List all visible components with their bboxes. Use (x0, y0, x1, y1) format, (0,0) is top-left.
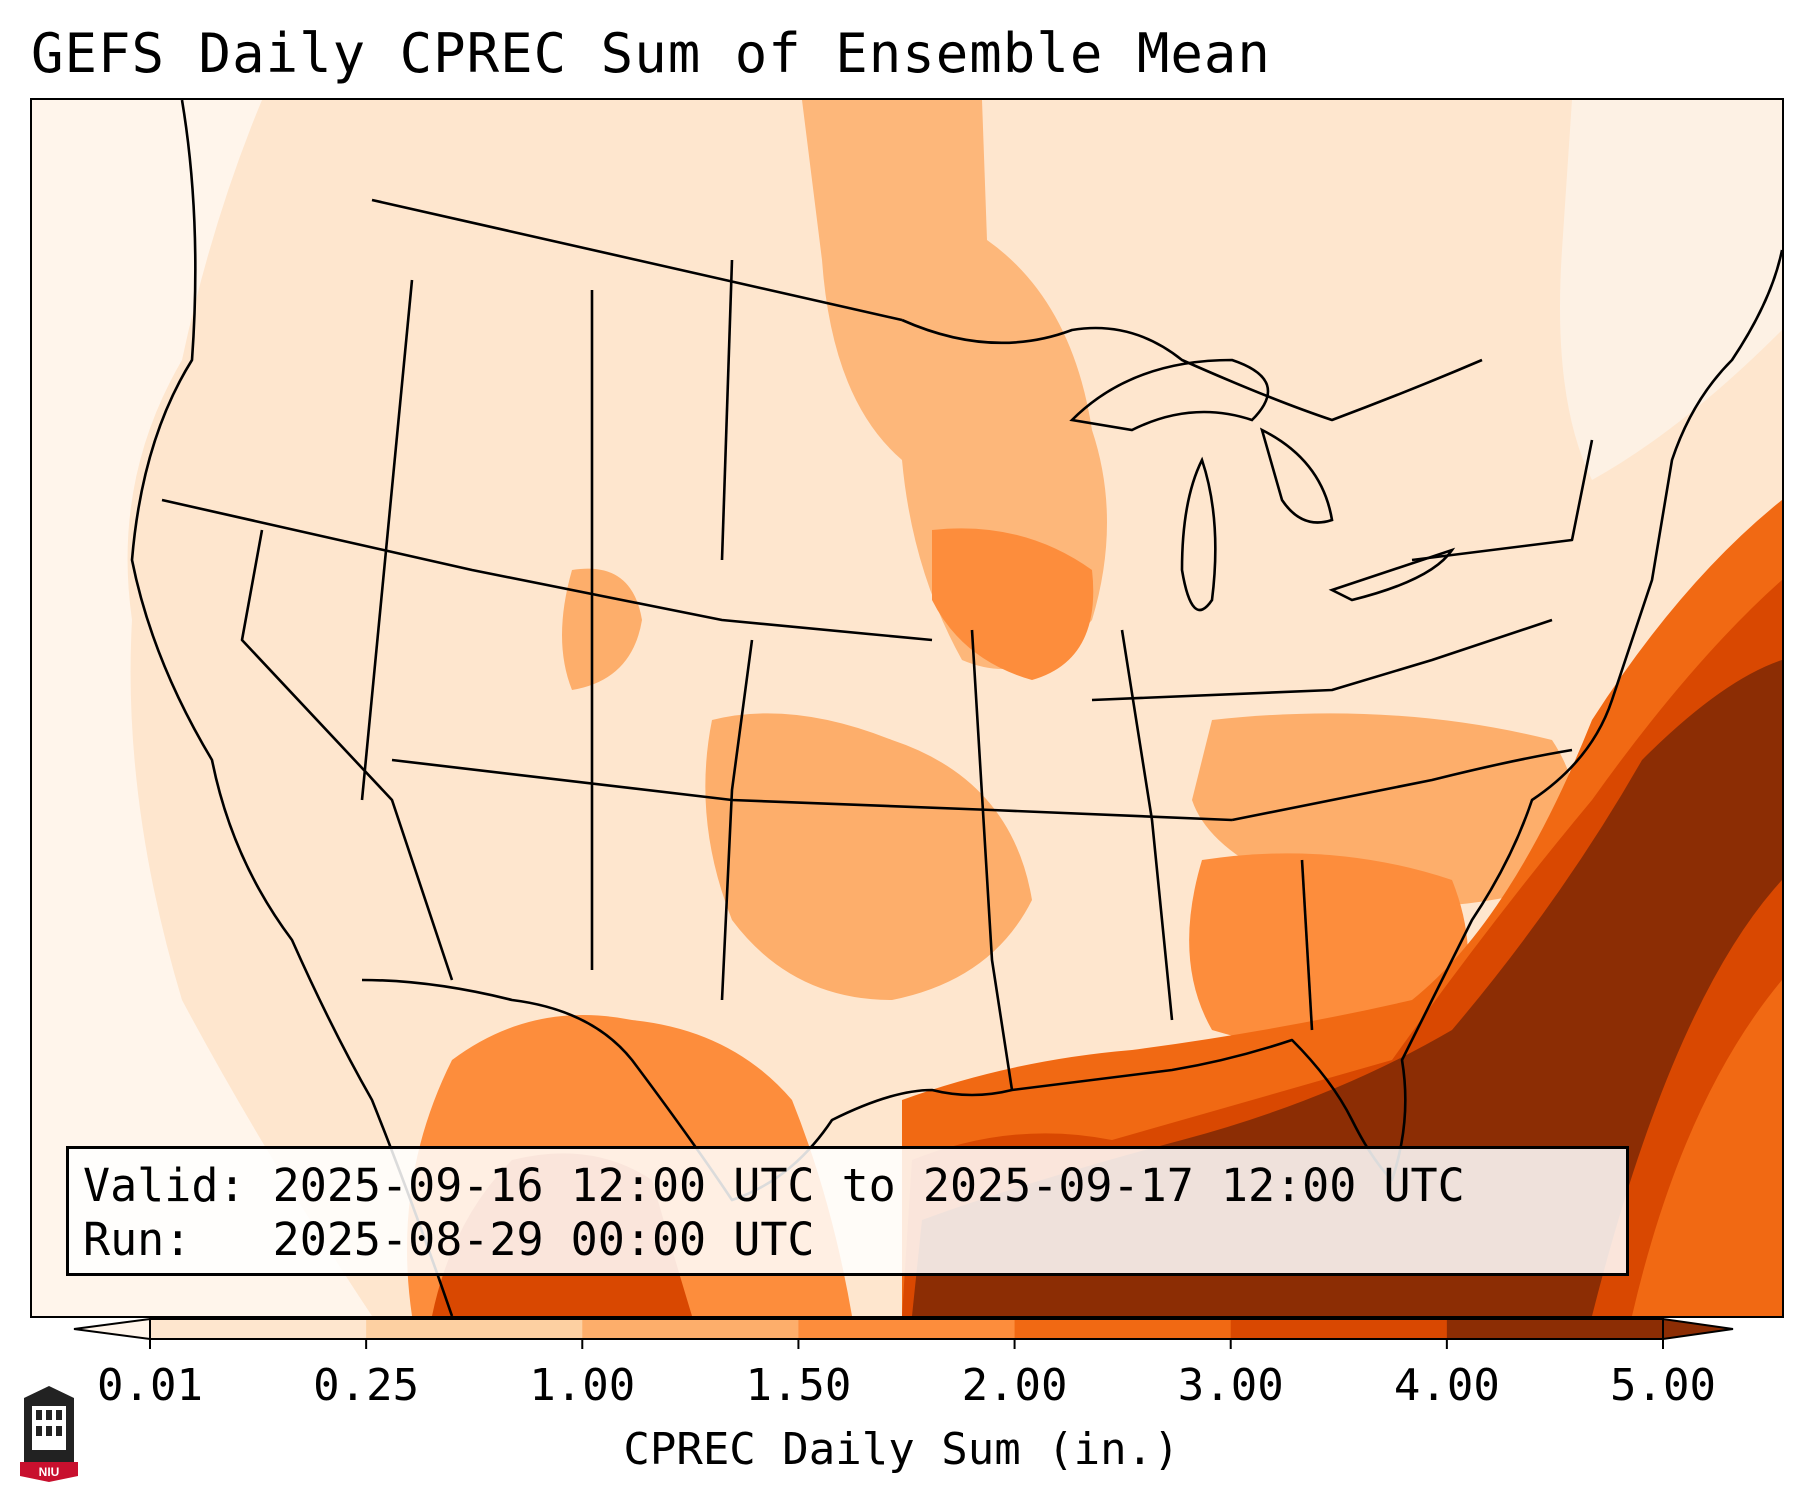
colorbar-segment (1446, 1319, 1664, 1339)
state-line-1 (161, 498, 933, 642)
state-line-6 (1120, 629, 1174, 1021)
state-line-3 (391, 758, 1233, 822)
valid-label: Valid: (83, 1159, 246, 1212)
canada-border-west (371, 198, 903, 322)
colorbar-tick-label: 0.01 (97, 1360, 203, 1411)
state-line-2 (240, 529, 454, 981)
precip-map (30, 98, 1784, 1318)
colorbar-tick-label: 5.00 (1610, 1360, 1716, 1411)
precip-field-light-northeast (1560, 100, 1782, 480)
precip-field-light-west (32, 100, 372, 1316)
lake-huron (1259, 427, 1334, 524)
lake-erie (1328, 547, 1456, 602)
colorbar-extend-high (1662, 1317, 1734, 1341)
colorbar-outline (149, 1318, 1664, 1340)
precip-field-southern-plains (705, 713, 1032, 1000)
lake-michigan (1180, 456, 1217, 612)
colorbar-tick-label: 3.00 (1177, 1360, 1284, 1411)
colorbar-extend-low (73, 1317, 151, 1341)
colorbar-tick-label: 4.00 (1393, 1360, 1500, 1411)
state-line-8 (360, 279, 414, 801)
run-label: Run: (83, 1213, 192, 1266)
run-row: Run: 2025-08-29 00:00 UTC (83, 1213, 1626, 1267)
colorbar-tick-label: 1.50 (745, 1360, 852, 1411)
logo-text: NIU (39, 1465, 60, 1479)
colorbar-segment (366, 1319, 583, 1339)
colorbar-tick-label: 1.00 (529, 1360, 636, 1411)
colorbar-segment (1014, 1319, 1232, 1339)
state-line-10 (1231, 748, 1573, 822)
precip-field-midwest (802, 100, 1107, 669)
state-line-4 (720, 639, 754, 1001)
valid-value: 2025-09-16 12:00 UTC to 2025-09-17 12:00… (272, 1159, 1465, 1212)
colorbar (73, 1317, 1734, 1349)
valid-row: Valid: 2025-09-16 12:00 UTC to 2025-09-1… (83, 1159, 1626, 1213)
canada-border-east (901, 318, 1483, 422)
state-line-12 (1300, 859, 1314, 1031)
colorbar-tick-label: 2.00 (961, 1360, 1068, 1411)
colorbar-segment (798, 1319, 1016, 1339)
valid-run-box: Valid: 2025-09-16 12:00 UTC to 2025-09-1… (66, 1146, 1629, 1276)
run-value: 2025-08-29 00:00 UTC (272, 1213, 815, 1266)
state-line-11 (1091, 618, 1553, 702)
colorbar-segment (1230, 1319, 1448, 1339)
colorbar-tick-label: 0.25 (313, 1360, 420, 1411)
colorbar-segment (150, 1319, 367, 1339)
state-line-13 (1411, 439, 1594, 562)
state-line-9 (720, 259, 734, 561)
map-title: GEFS Daily CPREC Sum of Ensemble Mean (31, 22, 1271, 85)
state-line-5 (970, 629, 1014, 1091)
university-tower-icon: NIU (20, 1384, 78, 1482)
colorbar-segment (582, 1319, 799, 1339)
west-coastline (130, 100, 454, 1316)
great-lakes (1069, 358, 1456, 612)
colorbar-label: CPREC Daily Sum (in.) (623, 1424, 1180, 1475)
lake-superior (1069, 358, 1270, 432)
